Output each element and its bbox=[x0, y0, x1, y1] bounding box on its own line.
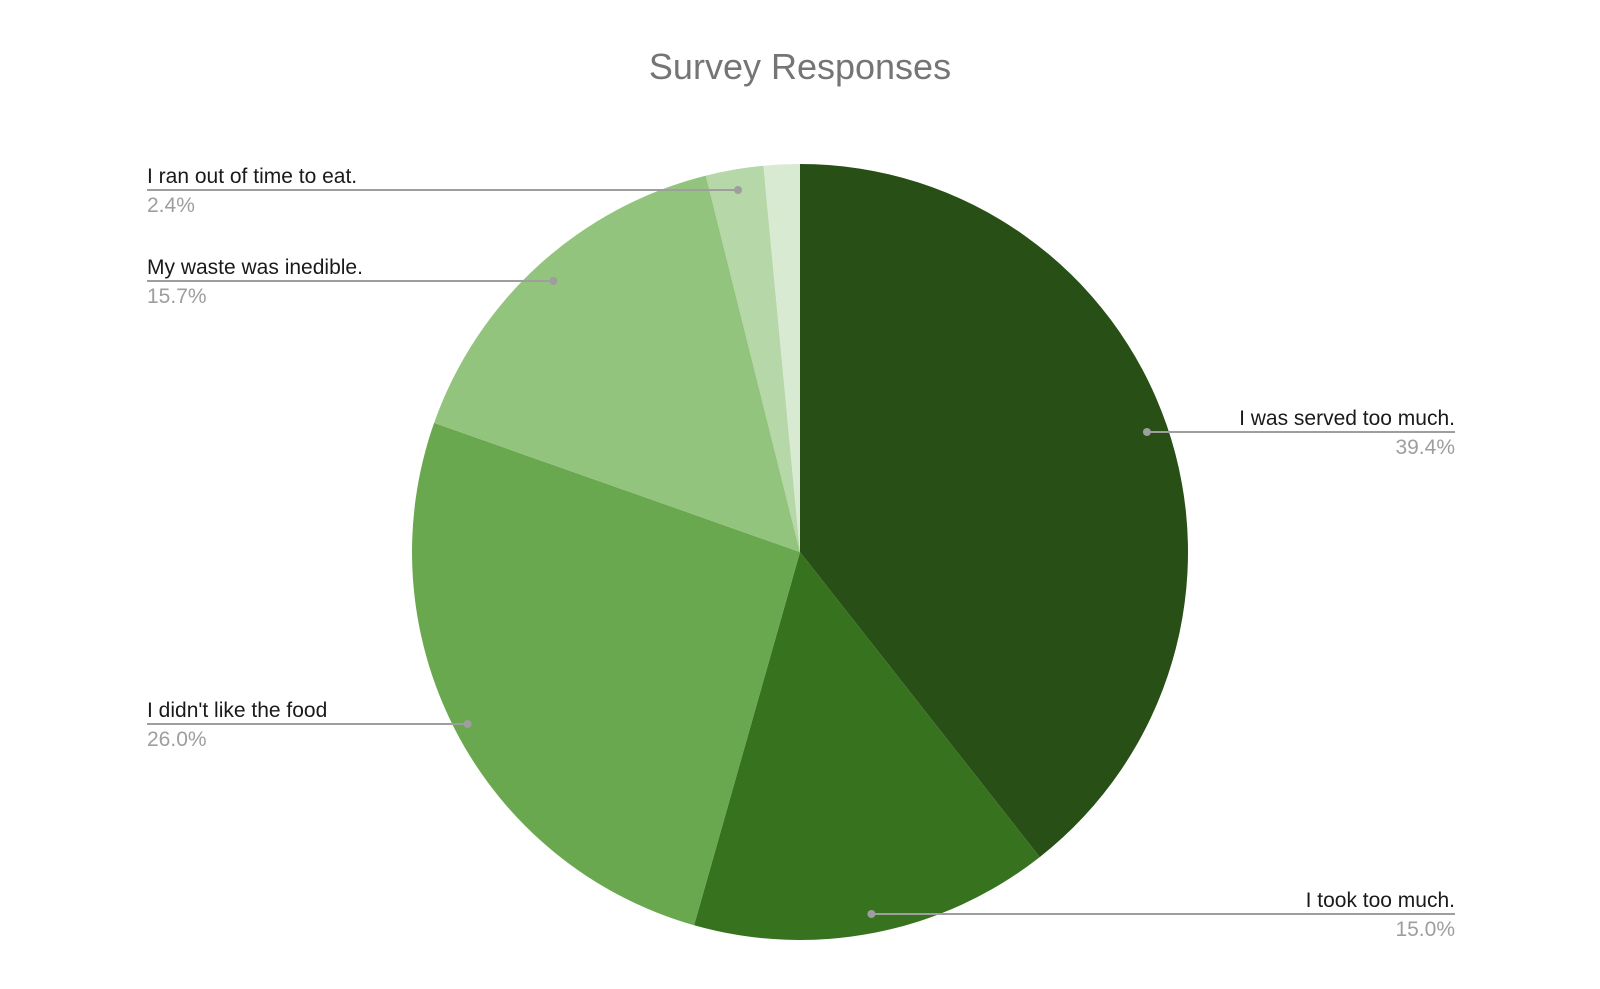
pie-slices bbox=[412, 164, 1188, 940]
slice-value-label: 26.0% bbox=[147, 728, 207, 751]
slice-label: I didn't like the food bbox=[147, 699, 327, 722]
pie-slice bbox=[800, 164, 1188, 858]
pie-slice bbox=[705, 165, 800, 552]
slice-value-label: 39.4% bbox=[1395, 436, 1455, 459]
slice-label: My waste was inedible. bbox=[147, 256, 363, 279]
slice-label: I took too much. bbox=[1306, 889, 1455, 912]
leader-dot bbox=[867, 910, 876, 918]
slice-value-label: 15.0% bbox=[1395, 918, 1455, 941]
slice-label: I ran out of time to eat. bbox=[147, 165, 357, 188]
leader-dot bbox=[549, 277, 558, 285]
pie-slice bbox=[412, 422, 800, 926]
leader-dot bbox=[463, 720, 472, 728]
chart-title: Survey Responses bbox=[649, 46, 951, 87]
pie-slice bbox=[694, 552, 1040, 940]
leader-dot bbox=[733, 186, 742, 194]
pie-slice bbox=[763, 164, 800, 552]
leader-dot bbox=[1142, 428, 1151, 436]
slice-labels: I was served too much. 39.4% I took too mu… bbox=[147, 165, 1455, 941]
slice-value-label: 2.4% bbox=[147, 194, 195, 217]
pie-slice bbox=[434, 175, 800, 552]
slice-value-label: 15.7% bbox=[147, 285, 207, 308]
slice-label: I was served too much. bbox=[1239, 407, 1455, 430]
